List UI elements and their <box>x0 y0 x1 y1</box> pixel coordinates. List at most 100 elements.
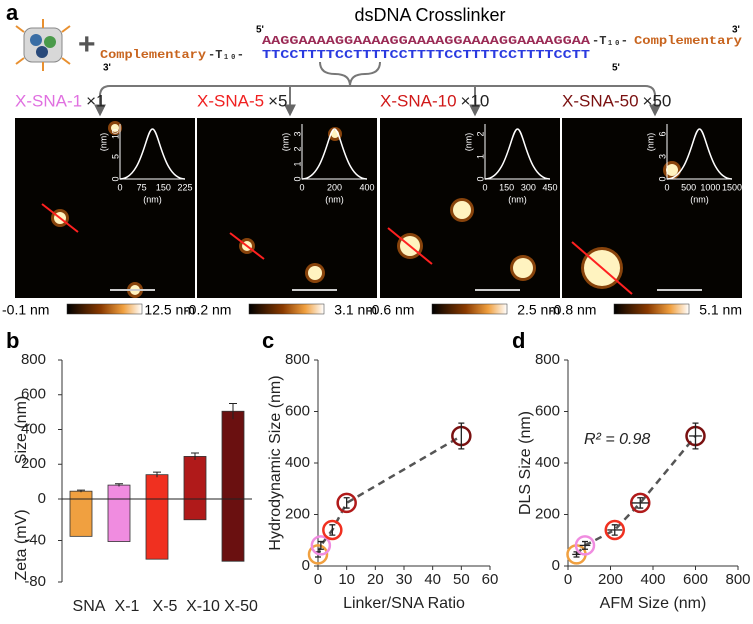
y-tick-label: 800 <box>535 351 560 368</box>
inset-xtick: 1000 <box>700 182 720 192</box>
x-tick-label: X-1 <box>115 598 140 615</box>
y-tick-label: 0 <box>38 490 46 507</box>
profile-line <box>229 232 265 260</box>
x-tick-label: 50 <box>453 571 470 588</box>
afm-image <box>15 118 195 298</box>
inset-xtick: 1500 <box>722 182 742 192</box>
bar <box>183 456 207 500</box>
bar <box>107 484 131 500</box>
point <box>630 492 651 514</box>
y-tick-label: 200 <box>285 505 310 522</box>
x-tick-label: 200 <box>598 571 623 588</box>
y-tick-label: 400 <box>535 454 560 471</box>
afm-spot <box>308 266 322 280</box>
sample-name: X-SNA-50 <box>562 91 639 110</box>
multiplier: ×5 <box>268 91 287 110</box>
profile-line <box>571 241 633 295</box>
x-tick-label: 600 <box>683 571 708 588</box>
bar <box>145 474 169 500</box>
afm-image <box>197 118 377 298</box>
inset-xtick: 0 <box>482 182 487 192</box>
y-tick-label: 200 <box>21 455 46 472</box>
inset-ytick: 0 <box>475 176 485 181</box>
bar <box>145 498 169 560</box>
afm-spot <box>111 124 119 132</box>
inset-yunit: (nm) <box>645 133 655 152</box>
inset-xtick: 450 <box>542 182 557 192</box>
colorbar <box>613 303 690 315</box>
multiplier: ×50 <box>643 91 672 110</box>
y-axis-title: Size (nm) <box>13 396 30 464</box>
inset-ytick: 0 <box>657 176 667 181</box>
inset-ytick: 2 <box>475 131 485 136</box>
afm-spot <box>666 164 678 176</box>
y-tick-label: 400 <box>21 420 46 437</box>
x-axis-title: Linker/SNA Ratio <box>343 595 465 612</box>
bar <box>183 498 207 521</box>
inset-xtick: 225 <box>177 182 192 192</box>
error-bar <box>229 402 237 420</box>
x-tick-label: SNA <box>73 598 106 615</box>
sample-name: X-SNA-5 <box>197 91 264 110</box>
spacer: -T₁₀- <box>208 48 244 62</box>
inset-yunit: (nm) <box>280 133 290 152</box>
x-tick-label: X-50 <box>224 598 258 615</box>
y-error-bar <box>458 422 465 450</box>
inset-yunit: (nm) <box>463 133 473 152</box>
multiplier: ×1 <box>86 91 105 110</box>
sample-name: X-SNA-10 <box>380 91 457 110</box>
error-bar <box>191 452 199 460</box>
trend-line <box>575 435 697 556</box>
point <box>604 519 625 541</box>
panel-label: c <box>262 328 274 353</box>
colorbar-min: -0.6 nm <box>367 302 414 318</box>
point <box>336 492 357 514</box>
bar <box>69 490 93 500</box>
x-tick-label: 800 <box>725 571 750 588</box>
bar <box>221 410 245 500</box>
y-tick-label: 800 <box>285 351 310 368</box>
bar <box>69 498 93 537</box>
x-tick-label: 30 <box>396 571 413 588</box>
axes <box>317 360 490 567</box>
x-tick-label: 60 <box>482 571 499 588</box>
colorbar-max: 3.1 nm <box>334 302 377 318</box>
multiplier: ×10 <box>461 91 490 110</box>
y-tick-label: 400 <box>285 454 310 471</box>
point <box>307 544 329 565</box>
point <box>310 535 332 556</box>
inset-xtick: 150 <box>156 182 171 192</box>
inset-ytick: 0 <box>110 176 120 181</box>
y-tick-label: 600 <box>21 386 46 403</box>
inset-ytick: 2 <box>292 146 302 151</box>
point <box>574 535 596 556</box>
inset-yunit: (nm) <box>98 133 108 152</box>
y-tick-label: 600 <box>285 402 310 419</box>
colorbar <box>248 303 325 315</box>
prime-label: 3' <box>103 63 111 74</box>
x-tick-label: 400 <box>640 571 665 588</box>
inset-xunit: (nm) <box>325 194 344 204</box>
y-axis-title: Hydrodynamic Size (nm) <box>267 375 284 550</box>
inset-xtick: 0 <box>664 182 669 192</box>
y2-axis-title: Zeta (mV) <box>13 509 30 580</box>
colorbar <box>66 303 143 315</box>
inset-xtick: 150 <box>499 182 514 192</box>
spacer: -T₁₀- <box>592 34 628 48</box>
colorbar-max: 12.5 nm <box>144 302 195 318</box>
inset-ytick: 3 <box>657 154 667 159</box>
inset-profile <box>484 128 551 180</box>
inset-profile <box>666 128 733 180</box>
prime-label: 5' <box>612 63 620 74</box>
inset-ytick: 1 <box>292 161 302 166</box>
colorbar <box>431 303 508 315</box>
nanoparticle-icon <box>15 19 71 71</box>
inset-xtick: 500 <box>681 182 696 192</box>
inset-xtick: 200 <box>327 182 342 192</box>
plus: + <box>78 28 96 61</box>
inset-ytick: 1 <box>475 154 485 159</box>
x-tick-label: X-10 <box>186 598 220 615</box>
axes <box>567 360 738 567</box>
colorbar-min: -0.8 nm <box>549 302 596 318</box>
